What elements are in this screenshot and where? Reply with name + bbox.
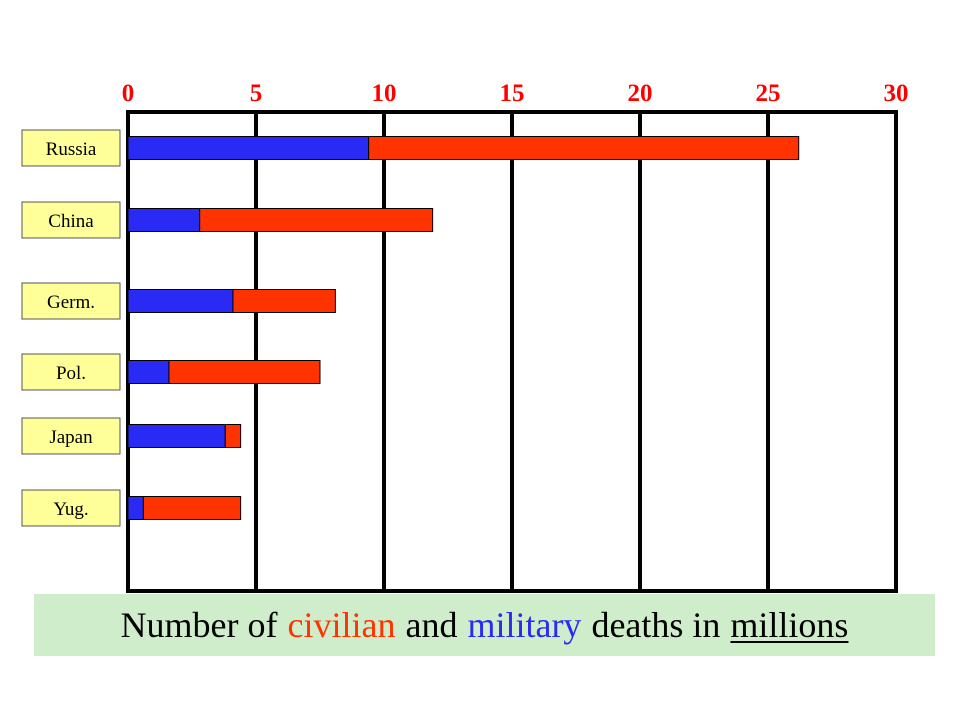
caption-part2: and xyxy=(405,605,458,645)
category-label: Germ. xyxy=(47,292,95,313)
caption-civilian: civilian xyxy=(287,605,396,645)
grid xyxy=(126,110,898,593)
bar-civilian xyxy=(224,424,242,448)
x-tick-label: 5 xyxy=(250,80,263,107)
caption-part1: Number of xyxy=(120,605,278,645)
category-label: China xyxy=(48,211,94,232)
category-label-box xyxy=(21,282,121,320)
caption-units: millions xyxy=(730,605,849,645)
x-tick-label: 10 xyxy=(372,80,397,107)
category-labels: Russia China Germ. Pol. Japan Yug. xyxy=(21,129,121,527)
category-label-box xyxy=(21,353,121,391)
bars xyxy=(127,136,800,520)
bar-civilian xyxy=(368,136,800,160)
bar-military xyxy=(127,496,144,520)
category-label: Pol. xyxy=(56,363,86,384)
bar-military xyxy=(127,208,201,232)
bar-military xyxy=(127,360,170,384)
bar-civilian xyxy=(142,496,242,520)
x-tick-label: 15 xyxy=(500,80,525,107)
x-tick-label: 20 xyxy=(628,80,653,107)
category-label-box xyxy=(21,417,121,455)
x-tick-label: 25 xyxy=(756,80,781,107)
chart-caption: Number of civilian and military deaths i… xyxy=(34,594,935,656)
category-label-box xyxy=(21,129,121,167)
category-label-box xyxy=(21,489,121,527)
x-tick-label: 30 xyxy=(884,80,909,107)
bar-civilian xyxy=(199,208,434,232)
caption-part3: deaths in xyxy=(591,605,721,645)
bar-civilian xyxy=(168,360,321,384)
category-label: Yug. xyxy=(53,499,88,520)
caption-military: military xyxy=(467,605,582,645)
x-tick-labels: 0 5 10 15 20 25 30 xyxy=(122,80,909,107)
bar-military xyxy=(127,136,370,160)
bar-civilian xyxy=(232,289,336,313)
category-label: Japan xyxy=(49,427,93,448)
category-label-box xyxy=(21,201,121,239)
bar-military xyxy=(127,289,234,313)
category-label: Russia xyxy=(46,139,97,160)
bar-military xyxy=(127,424,226,448)
x-tick-label: 0 xyxy=(122,80,135,107)
